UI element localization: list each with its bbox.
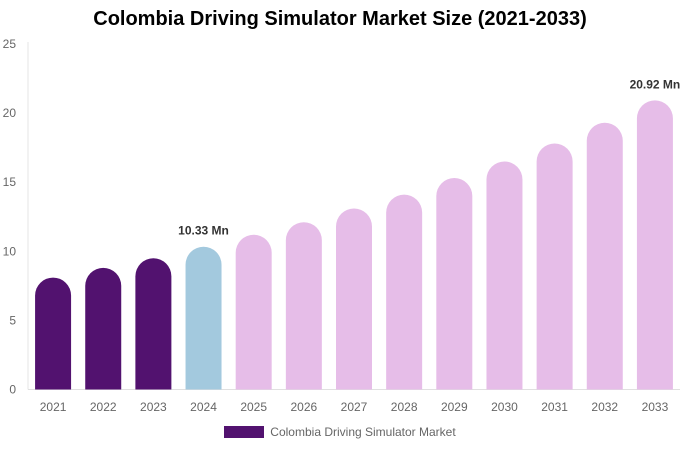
data-label: 20.92 Mn — [630, 77, 680, 91]
bar-2033 — [636, 100, 673, 390]
y-tick-label: 5 — [9, 313, 16, 327]
x-tick-label: 2030 — [491, 400, 518, 414]
bar-2022 — [85, 267, 122, 390]
x-tick-label: 2022 — [90, 400, 117, 414]
y-tick-label: 0 — [9, 383, 16, 397]
x-tick-label: 2026 — [290, 400, 317, 414]
bar-2027 — [336, 208, 372, 390]
x-tick-label: 2023 — [140, 400, 167, 414]
bar-2025 — [235, 234, 272, 390]
x-tick-label: 2032 — [591, 400, 618, 414]
bar-2030 — [486, 161, 523, 390]
bar-2031 — [536, 143, 573, 390]
y-tick-label: 20 — [3, 106, 17, 120]
y-tick-label: 25 — [3, 37, 17, 51]
bar-2028 — [386, 194, 423, 390]
x-tick-label: 2021 — [40, 400, 67, 414]
x-tick-label: 2028 — [391, 400, 418, 414]
data-label: 10.33 Mn — [178, 224, 229, 238]
legend-swatch — [224, 426, 265, 438]
y-tick-label: 15 — [3, 175, 17, 189]
bar-2021 — [35, 277, 72, 390]
x-tick-label: 2024 — [190, 400, 217, 414]
bar-2023 — [135, 258, 172, 390]
x-tick-label: 2033 — [642, 400, 669, 414]
bar-2026 — [285, 222, 322, 390]
bar-2032 — [586, 122, 623, 390]
x-tick-label: 2031 — [541, 400, 568, 414]
legend-label: Colombia Driving Simulator Market — [270, 425, 456, 439]
chart-title: Colombia Driving Simulator Market Size (… — [93, 8, 587, 30]
bar-2029 — [436, 178, 473, 390]
x-tick-label: 2029 — [441, 400, 468, 414]
x-tick-label: 2025 — [240, 400, 267, 414]
legend: Colombia Driving Simulator Market — [0, 425, 680, 439]
x-tick-label: 2027 — [341, 400, 368, 414]
bar-2024 — [185, 246, 222, 390]
y-tick-label: 10 — [3, 244, 17, 258]
